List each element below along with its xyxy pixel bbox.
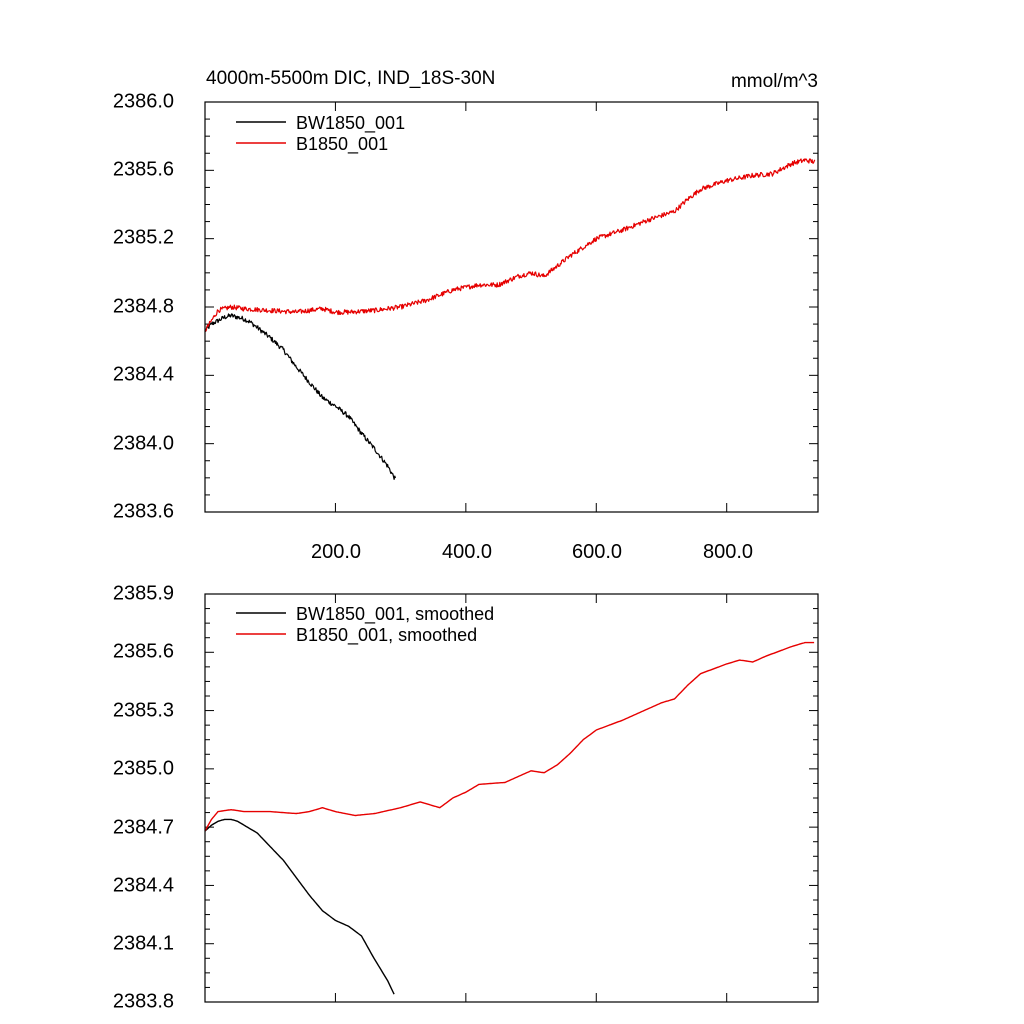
bottom-plot-frame: [204, 593, 819, 1003]
y-tick-label: 2385.6: [113, 640, 174, 662]
y-tick-label: 2384.4: [113, 874, 174, 896]
series-line-bw1850-001: [204, 313, 396, 480]
series-line-b1850-001: [204, 158, 816, 332]
top-y-axis-labels: 2383.6 2384.0 2384.4 2384.8 2385.2 2385.…: [113, 90, 174, 522]
x-tick-label: 400.0: [442, 541, 492, 563]
bottom-panel: 2383.8 2384.1 2384.4 2384.7 2385.0 2385.…: [113, 582, 819, 1012]
series-line-bw1850-001-smoothed: [204, 818, 395, 995]
y-tick-label: 2384.4: [113, 363, 174, 385]
y-tick-label: 2383.6: [113, 500, 174, 522]
top-panel-ticks: [205, 101, 818, 513]
series-line-b1850-001-smoothed: [204, 641, 815, 832]
legend-label: BW1850_001, smoothed: [296, 604, 494, 625]
bottom-legend: BW1850_001, smoothed B1850_001, smoothed: [236, 604, 494, 646]
y-tick-label: 2386.0: [113, 90, 174, 112]
legend-label: B1850_001: [296, 134, 388, 155]
y-tick-label: 2383.8: [113, 990, 174, 1012]
bottom-y-axis-labels: 2383.8 2384.1 2384.4 2384.7 2385.0 2385.…: [113, 582, 174, 1012]
y-tick-label: 2385.2: [113, 226, 174, 248]
y-tick-label: 2385.6: [113, 158, 174, 180]
legend-label: BW1850_001: [296, 113, 405, 134]
y-tick-label: 2384.1: [113, 932, 174, 954]
x-tick-label: 600.0: [572, 541, 622, 563]
units-label: mmol/m^3: [731, 71, 818, 92]
y-tick-label: 2385.0: [113, 757, 174, 779]
y-tick-label: 2385.9: [113, 582, 174, 604]
y-tick-label: 2384.7: [113, 816, 174, 838]
top-series-group: [204, 158, 816, 480]
y-tick-label: 2384.0: [113, 432, 174, 454]
y-tick-label: 2385.3: [113, 699, 174, 721]
y-tick-label: 2384.8: [113, 295, 174, 317]
bottom-series-group: [204, 641, 815, 995]
x-tick-label: 200.0: [311, 541, 361, 563]
top-x-axis-labels: 200.0 400.0 600.0 800.0: [311, 541, 753, 563]
top-panel: 4000m-5500m DIC, IND_18S-30N mmol/m^3 23…: [113, 68, 819, 563]
x-tick-label: 800.0: [703, 541, 753, 563]
legend-label: B1850_001, smoothed: [296, 625, 477, 646]
bottom-panel-ticks: [205, 593, 818, 1003]
top-legend: BW1850_001 B1850_001: [236, 113, 405, 155]
top-plot-frame: [204, 101, 819, 513]
chart-title: 4000m-5500m DIC, IND_18S-30N: [206, 68, 495, 89]
